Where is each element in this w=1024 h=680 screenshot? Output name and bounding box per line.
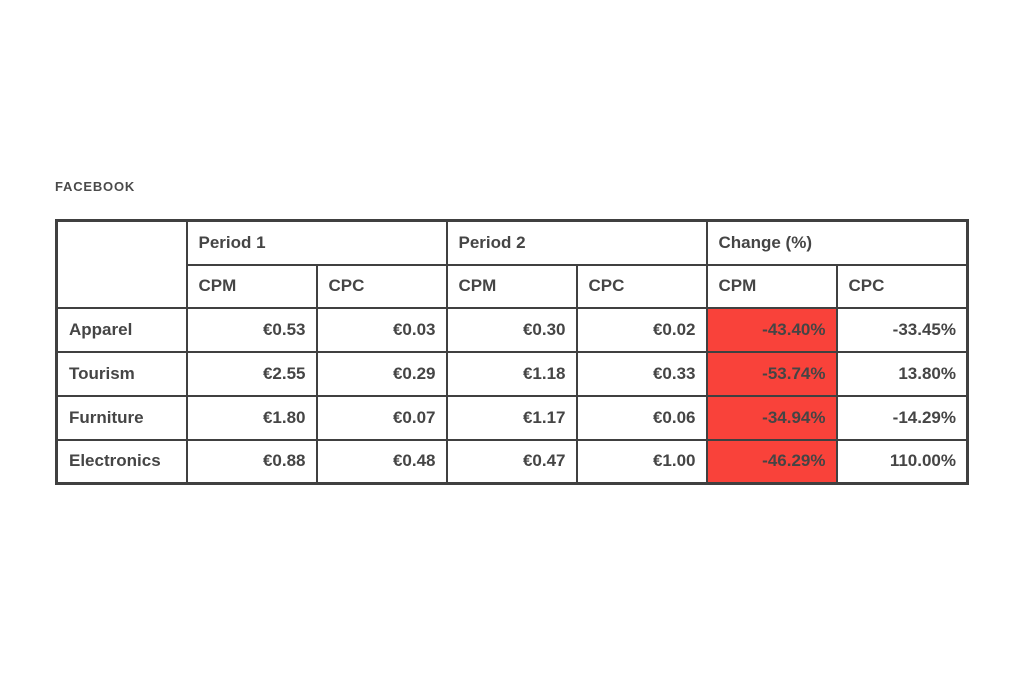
cell-change-cpc: -33.45% bbox=[835, 306, 969, 353]
cell-p1-cpc: €0.07 bbox=[315, 394, 448, 441]
cell-p2-cpm: €1.18 bbox=[445, 350, 578, 397]
corner-cell bbox=[55, 219, 188, 309]
subheader-period1-cpm: CPM bbox=[185, 263, 318, 309]
cell-change-cpm-highlighted: -53.74% bbox=[705, 350, 838, 397]
cell-p2-cpm: €0.47 bbox=[445, 438, 578, 485]
cell-p1-cpm: €0.88 bbox=[185, 438, 318, 485]
cell-p1-cpc: €0.48 bbox=[315, 438, 448, 485]
cell-p1-cpc: €0.29 bbox=[315, 350, 448, 397]
column-group-period-1: Period 1 bbox=[185, 219, 448, 266]
cell-change-cpc: 110.00% bbox=[835, 438, 969, 485]
cell-p2-cpc: €1.00 bbox=[575, 438, 708, 485]
table-row-furniture: Furniture €1.80 €0.07 €1.17 €0.06 -34.94… bbox=[55, 394, 969, 441]
cell-p1-cpc: €0.03 bbox=[315, 306, 448, 353]
subheader-period2-cpc: CPC bbox=[575, 263, 708, 309]
subheader-period2-cpm: CPM bbox=[445, 263, 578, 309]
table-row-electronics: Electronics €0.88 €0.48 €0.47 €1.00 -46.… bbox=[55, 438, 969, 485]
subheader-change-cpm: CPM bbox=[705, 263, 838, 309]
chart-title: FACEBOOK bbox=[55, 179, 136, 194]
metrics-table: Period 1 Period 2 Change (%) CPM CPC CPM… bbox=[55, 219, 969, 485]
cell-change-cpm-highlighted: -43.40% bbox=[705, 306, 838, 353]
cell-p2-cpm: €0.30 bbox=[445, 306, 578, 353]
subheader-change-cpc: CPC bbox=[835, 263, 969, 309]
cell-p2-cpc: €0.02 bbox=[575, 306, 708, 353]
cell-p2-cpc: €0.06 bbox=[575, 394, 708, 441]
cell-change-cpm-highlighted: -34.94% bbox=[705, 394, 838, 441]
cell-p1-cpm: €1.80 bbox=[185, 394, 318, 441]
cell-p1-cpm: €2.55 bbox=[185, 350, 318, 397]
cell-change-cpc: 13.80% bbox=[835, 350, 969, 397]
column-group-change: Change (%) bbox=[705, 219, 969, 266]
cell-p2-cpm: €1.17 bbox=[445, 394, 578, 441]
column-group-period-2: Period 2 bbox=[445, 219, 708, 266]
table-row-tourism: Tourism €2.55 €0.29 €1.18 €0.33 -53.74% … bbox=[55, 350, 969, 397]
row-label: Tourism bbox=[55, 350, 188, 397]
cell-change-cpc: -14.29% bbox=[835, 394, 969, 441]
cell-p2-cpc: €0.33 bbox=[575, 350, 708, 397]
cell-p1-cpm: €0.53 bbox=[185, 306, 318, 353]
row-label: Apparel bbox=[55, 306, 188, 353]
row-label: Furniture bbox=[55, 394, 188, 441]
header-group-row: Period 1 Period 2 Change (%) bbox=[55, 219, 969, 309]
cell-change-cpm-highlighted: -46.29% bbox=[705, 438, 838, 485]
subheader-period1-cpc: CPC bbox=[315, 263, 448, 309]
table-row-apparel: Apparel €0.53 €0.03 €0.30 €0.02 -43.40% … bbox=[55, 306, 969, 353]
row-label: Electronics bbox=[55, 438, 188, 485]
header-sub-row: CPM CPC CPM CPC CPM CPC bbox=[57, 263, 969, 309]
